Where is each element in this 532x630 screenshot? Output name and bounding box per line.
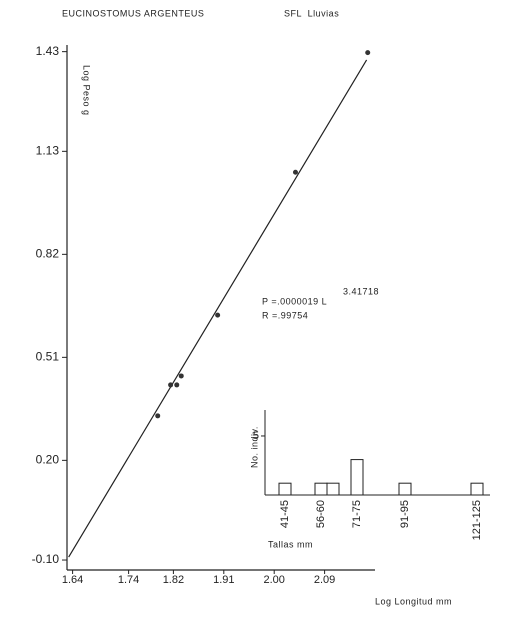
inset-y-label: No. indiv. bbox=[249, 426, 259, 468]
y-tick-label: 0.20 bbox=[36, 453, 60, 467]
y-tick-label: 0.51 bbox=[36, 350, 60, 364]
inset-x-tick-label: 91-95 bbox=[399, 500, 411, 528]
equation: P =.0000019 L bbox=[262, 296, 327, 306]
chart-title: EUCINOSTOMUS ARGENTEUS bbox=[62, 8, 204, 18]
point bbox=[292, 169, 298, 175]
inset-x-tick-label: 71-75 bbox=[351, 500, 363, 528]
bar bbox=[278, 482, 292, 496]
x-tick-label: 2.09 bbox=[314, 574, 335, 586]
y-tick-label: 1.43 bbox=[36, 44, 60, 58]
y-axis-label: Log Peso g bbox=[82, 65, 92, 116]
inset-x-tick-label: 56-60 bbox=[315, 500, 327, 528]
x-tick-label: 1.64 bbox=[62, 574, 83, 586]
correlation: R =.99754 bbox=[262, 310, 308, 320]
bar bbox=[350, 459, 364, 496]
bar bbox=[326, 482, 340, 496]
bar bbox=[314, 482, 328, 496]
y-tick-label: 1.13 bbox=[36, 144, 60, 158]
x-axis-label: Log Longitud mm bbox=[375, 596, 452, 606]
point bbox=[215, 312, 221, 318]
bar bbox=[470, 482, 484, 496]
point bbox=[178, 373, 184, 379]
point bbox=[168, 382, 174, 388]
y-tick-label: -0.10 bbox=[32, 552, 60, 566]
x-tick-label: 2.00 bbox=[263, 574, 284, 586]
inset-y-tick-label: 5 bbox=[253, 430, 259, 442]
x-tick-label: 1.91 bbox=[213, 574, 234, 586]
fit-line bbox=[68, 59, 368, 558]
point bbox=[155, 413, 161, 419]
chart-subtitle: SFL Lluvias bbox=[284, 8, 339, 18]
equation-exponent: 3.41718 bbox=[343, 286, 379, 296]
inset-x-tick-label: 121-125 bbox=[471, 500, 483, 540]
bar bbox=[398, 482, 412, 496]
point bbox=[365, 50, 371, 56]
inset-x-tick-label: 41-45 bbox=[279, 500, 291, 528]
x-tick-label: 1.82 bbox=[163, 574, 184, 586]
y-tick-label: 0.82 bbox=[36, 247, 60, 261]
inset-x-label: Tallas mm bbox=[268, 539, 313, 549]
x-tick-label: 1.74 bbox=[118, 574, 139, 586]
point bbox=[174, 382, 180, 388]
